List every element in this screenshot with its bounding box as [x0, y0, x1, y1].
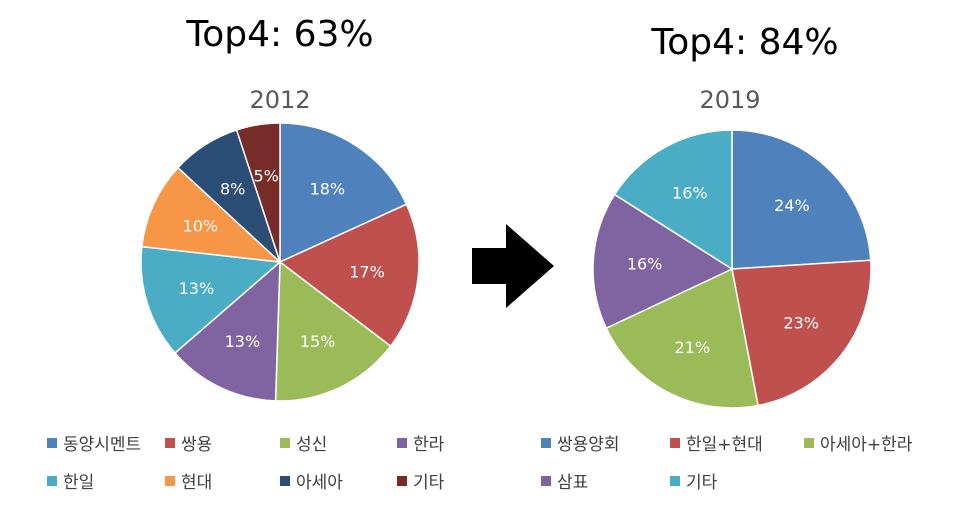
legend-swatch: [670, 437, 680, 448]
legend-item-2019-0: 쌍용양회: [541, 430, 620, 455]
chart-title-2012: 2012: [249, 86, 311, 114]
pie-slice-2012-1: [278, 203, 420, 348]
legend-swatch: [280, 475, 290, 486]
legend-label: 쌍용양회: [557, 435, 620, 455]
pie-chart-2012: 18% 17% 15% 13% 13% 10%8% 5%: [140, 122, 420, 402]
data-label-2012-7: 5%: [253, 167, 278, 186]
legend-label: 기타: [686, 473, 718, 493]
legend-item-2012-3: 한라: [397, 430, 444, 455]
legend-label: 성신: [296, 435, 328, 455]
headline-2012: Top4: 63%: [186, 14, 374, 55]
legend-swatch: [47, 437, 57, 448]
legend-item-2012-4: 한일: [47, 468, 94, 493]
legend-swatch: [397, 437, 407, 448]
legend-label: 한일+현대: [686, 435, 763, 455]
pie-slice-2019-3: [592, 193, 734, 330]
data-label-2012-5: 10%: [183, 217, 219, 236]
legend-label: 아세아: [296, 473, 343, 493]
data-label-2012-2: 15%: [300, 332, 336, 351]
data-label-2012-4: 13%: [179, 279, 215, 298]
headline-2019: Top4: 84%: [651, 22, 839, 63]
legend-item-2012-7: 기타: [397, 468, 444, 493]
pie-slice-2012-7: [235, 122, 281, 263]
legend-item-2019-2: 아세아+한라: [804, 430, 912, 455]
data-label-2012-6: 8%: [220, 179, 245, 198]
arrow-right-icon: [472, 224, 554, 308]
legend-item-2019-1: 한일+현대: [670, 430, 763, 455]
legend-item-2019-4: 기타: [670, 468, 717, 493]
data-label-2019-2: 21%: [674, 338, 710, 357]
legend-item-2012-2: 성신: [280, 430, 327, 455]
legend-label: 쌍용: [181, 435, 213, 455]
chart-title-2019: 2019: [699, 86, 761, 114]
legend-swatch: [280, 437, 290, 448]
pie-slice-2019-1: [731, 259, 872, 407]
data-label-2019-0: 24%: [774, 196, 810, 215]
legend-swatch: [165, 475, 175, 486]
data-label-2012-1: 17%: [349, 263, 385, 282]
legend-label: 현대: [181, 473, 213, 493]
legend-swatch: [397, 475, 407, 486]
pie-slice-2012-3: [173, 260, 281, 402]
legend-item-2012-5: 현대: [165, 468, 212, 493]
legend-item-2019-3: 삼표: [541, 468, 588, 493]
legend-label: 삼표: [557, 473, 589, 493]
data-label-2012-0: 18%: [310, 179, 346, 198]
pie-slice-2012-0: [279, 122, 408, 264]
legend-label: 아세아+한라: [820, 435, 913, 455]
pie-slice-2019-0: [731, 129, 872, 270]
data-label-2019-3: 16%: [627, 255, 663, 274]
data-label-2012-3: 13%: [225, 332, 261, 351]
legend-item-2012-1: 쌍용: [165, 430, 212, 455]
legend-swatch: [541, 437, 551, 448]
legend-swatch: [165, 437, 175, 448]
pie-slice-2019-4: [613, 129, 733, 271]
pie-slice-2012-4: [140, 245, 282, 355]
legend-item-2012-6: 아세아: [280, 468, 343, 493]
legend-label: 기타: [413, 473, 445, 493]
legend-swatch: [804, 437, 814, 448]
data-label-2019-1: 23%: [783, 314, 819, 333]
pie-slice-2019-2: [605, 267, 759, 409]
legend-label: 동양시멘트: [63, 435, 142, 455]
legend-swatch: [670, 475, 680, 486]
pie-chart-2019: 24% 23% 21% 16% 16%: [592, 129, 872, 409]
pie-slice-2012-2: [274, 260, 392, 402]
pie-slice-2012-5: [141, 166, 283, 263]
legend-label: 한일: [63, 473, 95, 493]
legend-swatch: [47, 475, 57, 486]
legend-label: 한라: [413, 435, 445, 455]
data-label-2019-4: 16%: [672, 183, 708, 202]
legend-swatch: [541, 475, 551, 486]
legend-item-2012-0: 동양시멘트: [47, 430, 141, 455]
